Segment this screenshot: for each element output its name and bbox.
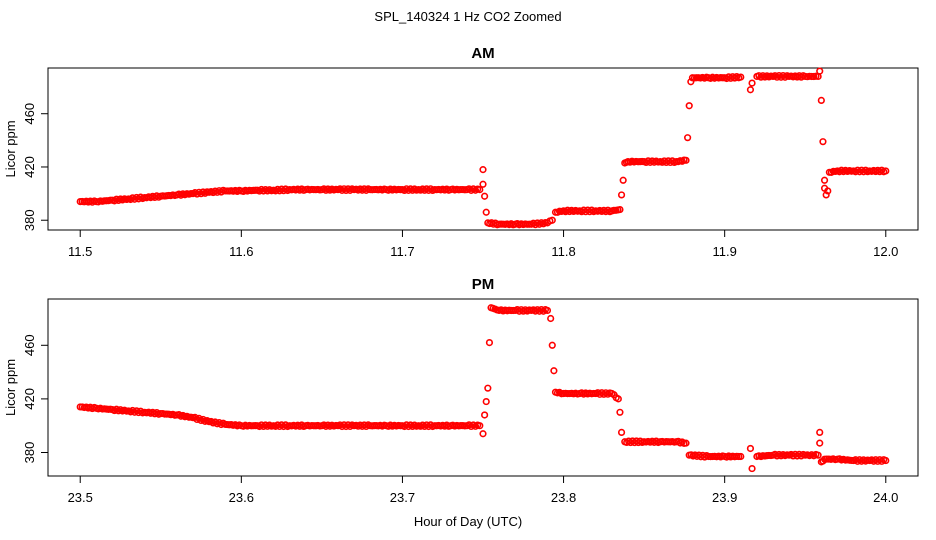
pm-data-point bbox=[812, 450, 820, 459]
am-x-tick-label: 12.0 bbox=[873, 244, 898, 259]
pm-data-point bbox=[187, 413, 195, 421]
am-y-tick-label: 380 bbox=[22, 209, 37, 231]
pm-x-tick-label: 23.9 bbox=[712, 490, 737, 505]
am-plot-frame bbox=[47, 67, 919, 231]
pm-data-point bbox=[550, 367, 558, 375]
am-data-point bbox=[474, 185, 482, 193]
pm-data-point bbox=[482, 397, 490, 406]
pm-panel-title: PM bbox=[472, 276, 495, 293]
am-data-point bbox=[546, 217, 554, 225]
am-x-tick-label: 11.7 bbox=[390, 244, 414, 259]
pm-data-point bbox=[548, 341, 556, 349]
am-data-point bbox=[820, 176, 829, 184]
am-x-tick-label: 11.8 bbox=[551, 244, 575, 259]
am-data-point bbox=[614, 206, 622, 214]
pm-data-point bbox=[484, 384, 492, 392]
am-data-point bbox=[685, 102, 693, 110]
pm-data-point bbox=[680, 439, 688, 447]
am-panel-title: AM bbox=[471, 45, 494, 62]
am-y-tick-label: 460 bbox=[22, 103, 37, 125]
am-data-point bbox=[735, 74, 743, 82]
pm-panel: PM Licor ppm 23.5 23.6 23.7 23.8 23.9 24.0 380 42… bbox=[3, 276, 919, 505]
am-x-tick-label: 11.6 bbox=[229, 244, 253, 259]
pm-x-tick-label: 23.5 bbox=[68, 490, 93, 505]
pm-data-point bbox=[880, 456, 888, 464]
pm-data-point bbox=[612, 394, 620, 402]
am-data-point bbox=[617, 191, 626, 199]
pm-data-point bbox=[735, 452, 743, 461]
am-data-point bbox=[817, 96, 825, 105]
am-data-point bbox=[880, 168, 888, 176]
pm-data-point bbox=[746, 444, 755, 453]
am-data-point bbox=[122, 195, 131, 204]
pm-data-point bbox=[203, 416, 211, 425]
am-data-point bbox=[748, 79, 756, 87]
pm-data-points bbox=[76, 304, 890, 473]
am-data-point bbox=[687, 78, 695, 86]
pm-x-tick-label: 23.6 bbox=[229, 490, 254, 505]
am-data-point bbox=[816, 67, 824, 75]
pm-data-point bbox=[816, 439, 824, 447]
pm-y-axis-label: Licor ppm bbox=[3, 359, 18, 416]
am-data-point bbox=[812, 72, 820, 80]
pm-x-tick-label: 23.8 bbox=[551, 490, 576, 505]
pm-x-tick-label: 24.0 bbox=[873, 490, 898, 505]
am-data-point bbox=[479, 180, 487, 188]
pm-data-point bbox=[799, 450, 807, 459]
am-data-point bbox=[684, 134, 692, 142]
pm-x-tick-label: 23.7 bbox=[390, 490, 415, 505]
am-data-point bbox=[746, 86, 755, 94]
pm-data-point bbox=[616, 408, 624, 416]
am-data-points bbox=[76, 67, 890, 229]
pm-y-tick-label: 460 bbox=[22, 334, 37, 356]
am-y-axis-label: Licor ppm bbox=[3, 120, 18, 177]
pm-data-point bbox=[485, 339, 494, 347]
pm-y-tick-label: 420 bbox=[22, 388, 37, 410]
pm-data-point bbox=[219, 419, 227, 427]
am-data-point bbox=[819, 138, 827, 146]
pm-y-tick-label: 380 bbox=[22, 442, 37, 464]
am-data-point bbox=[824, 187, 832, 195]
am-data-point bbox=[139, 194, 147, 203]
pm-data-point bbox=[617, 428, 626, 436]
am-data-point bbox=[479, 166, 487, 174]
pm-plot-frame bbox=[47, 298, 919, 477]
figure-title: SPL_140324 1 Hz CO2 Zoomed bbox=[374, 9, 562, 24]
pm-data-point bbox=[474, 421, 482, 429]
pm-data-point bbox=[541, 306, 550, 314]
am-panel: AM Licor ppm 11.5 11.6 11.7 11.8 11.9 12.0 380 42… bbox=[3, 45, 919, 259]
pm-data-point bbox=[481, 411, 489, 419]
pm-data-point bbox=[748, 464, 756, 473]
am-data-point bbox=[481, 192, 489, 200]
am-y-tick-label: 420 bbox=[22, 156, 37, 178]
am-data-point bbox=[482, 208, 490, 216]
pm-data-point bbox=[479, 430, 487, 438]
am-x-tick-label: 11.5 bbox=[68, 244, 92, 259]
pm-data-point bbox=[547, 314, 555, 323]
am-x-tick-label: 11.9 bbox=[712, 244, 736, 259]
am-data-point bbox=[619, 176, 627, 184]
pm-data-point bbox=[816, 428, 824, 436]
x-axis-title: Hour of Day (UTC) bbox=[413, 514, 523, 529]
am-data-point bbox=[822, 191, 830, 199]
am-data-point bbox=[680, 156, 688, 164]
